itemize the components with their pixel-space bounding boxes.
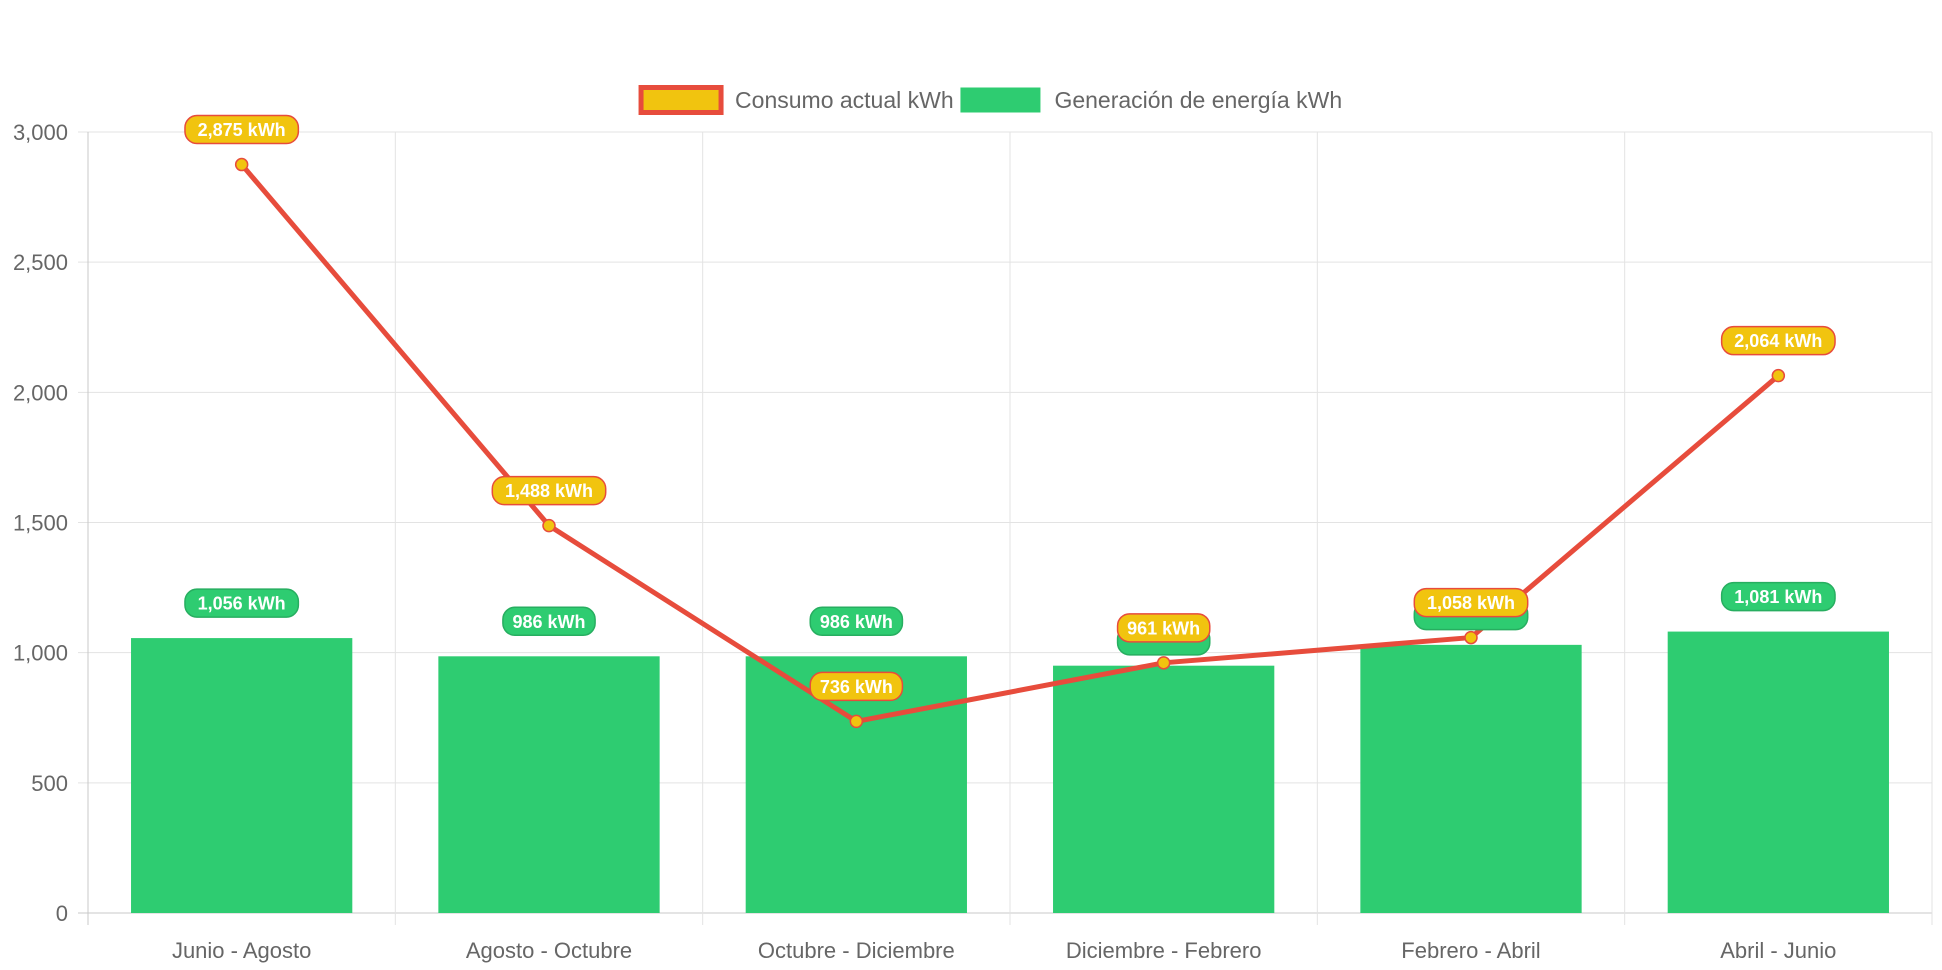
bar[interactable] (438, 656, 660, 913)
legend-item[interactable]: Consumo actual kWh (638, 85, 954, 115)
bar-data-label-bg (184, 588, 300, 618)
line-data-label: 1,488 kWh (505, 481, 593, 501)
legend-item[interactable]: Generación de energía kWh (960, 87, 1342, 113)
bar-data-label: 1,056 kWh (198, 594, 286, 614)
legend-swatch (638, 85, 724, 115)
legend-label: Generación de energía kWh (1054, 87, 1342, 113)
bar[interactable] (1667, 631, 1889, 913)
legend[interactable]: Consumo actual kWh Generación de energía … (638, 85, 1342, 115)
line-data-label: 961 kWh (1127, 618, 1200, 638)
line-data-label-bg (1413, 587, 1529, 618)
bar-data-label-bg (502, 606, 596, 637)
line-point[interactable] (234, 157, 249, 172)
line-data-label: 2,875 kWh (198, 120, 286, 140)
line-data-label-bg (491, 475, 607, 506)
legend-swatch (960, 87, 1041, 113)
line-point[interactable] (542, 518, 556, 533)
line-point[interactable] (849, 714, 864, 729)
line-point[interactable] (1771, 368, 1786, 383)
line-data-label-bg (1116, 613, 1211, 643)
x-tick-label: Octubre - Diciembre (758, 938, 955, 963)
bar[interactable] (1053, 665, 1275, 913)
legend-label: Consumo actual kWh (735, 87, 954, 113)
bar-data-label: 986 kWh (512, 612, 585, 632)
axes: 0 500 1,000 1,500 2,000 2,500 3,000 Junio - Ago… (13, 120, 1836, 963)
data-labels: 1,056 kWh 986 kWh 986 kWh 1,081 kWh 2,875 kW… (184, 114, 1836, 702)
bar[interactable] (1360, 644, 1582, 913)
y-tick-label: 3,000 (13, 120, 68, 145)
bar-data-label: 1,081 kWh (1734, 587, 1822, 607)
line-data-label: 1,058 kWh (1427, 593, 1515, 613)
line-data-label: 736 kWh (820, 677, 893, 697)
x-tick-label: Junio - Agosto (172, 938, 311, 963)
bar-data-label-bg (1720, 581, 1836, 612)
bar-data-label: 986 kWh (820, 612, 893, 632)
y-tick-label: 2,500 (13, 250, 68, 275)
bar[interactable] (131, 638, 353, 913)
line-data-label: 2,064 kWh (1734, 331, 1822, 351)
line-data-label-bg (184, 114, 300, 145)
y-tick-label: 0 (56, 901, 68, 926)
grid-lines (78, 131, 1933, 925)
x-tick-label: Agosto - Octubre (466, 938, 632, 963)
line-point[interactable] (1156, 656, 1171, 670)
bar-data-label-bg (809, 606, 904, 637)
x-tick-label: Diciembre - Febrero (1066, 938, 1262, 963)
y-tick-label: 500 (31, 771, 68, 796)
x-tick-label: Febrero - Abril (1401, 938, 1540, 963)
y-tick-label: 2,000 (13, 380, 68, 405)
line-point[interactable] (1464, 630, 1478, 645)
y-tick-label: 1,500 (13, 511, 68, 536)
x-tick-label: Abril - Junio (1720, 938, 1836, 963)
y-tick-label: 1,000 (13, 641, 68, 666)
line-data-label-bg (809, 671, 904, 702)
line-data-label-bg (1720, 325, 1836, 356)
